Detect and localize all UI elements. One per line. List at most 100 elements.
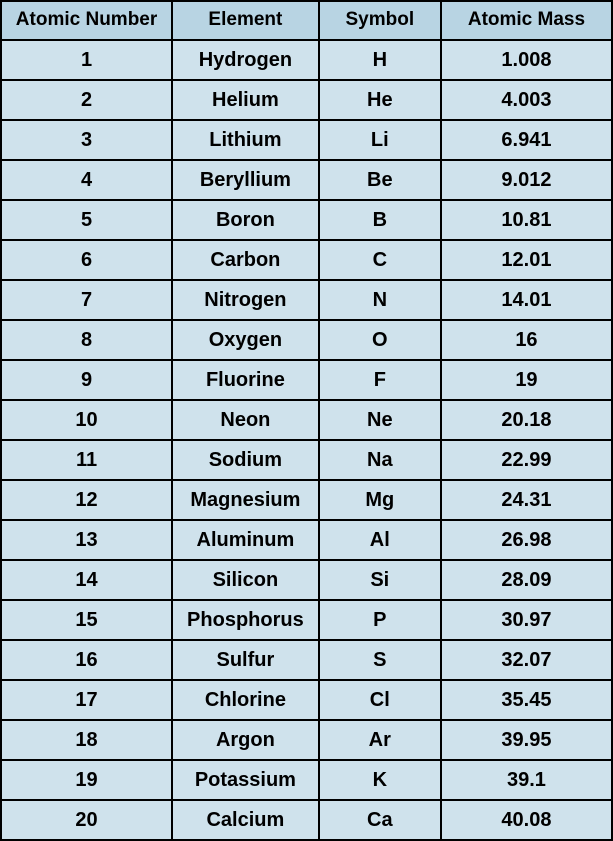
cell-element: Chlorine bbox=[172, 680, 319, 720]
cell-atomic-number: 13 bbox=[1, 520, 172, 560]
cell-symbol: Na bbox=[319, 440, 441, 480]
cell-element: Fluorine bbox=[172, 360, 319, 400]
cell-atomic-mass: 16 bbox=[441, 320, 612, 360]
table-row: 11SodiumNa22.99 bbox=[1, 440, 612, 480]
cell-symbol: K bbox=[319, 760, 441, 800]
table-row: 2HeliumHe4.003 bbox=[1, 80, 612, 120]
cell-atomic-mass: 22.99 bbox=[441, 440, 612, 480]
cell-atomic-number: 20 bbox=[1, 800, 172, 840]
cell-element: Beryllium bbox=[172, 160, 319, 200]
cell-atomic-mass: 9.012 bbox=[441, 160, 612, 200]
cell-atomic-number: 11 bbox=[1, 440, 172, 480]
cell-element: Hydrogen bbox=[172, 40, 319, 80]
cell-symbol: P bbox=[319, 600, 441, 640]
cell-atomic-mass: 39.95 bbox=[441, 720, 612, 760]
cell-element: Argon bbox=[172, 720, 319, 760]
cell-element: Potassium bbox=[172, 760, 319, 800]
cell-atomic-number: 7 bbox=[1, 280, 172, 320]
cell-element: Silicon bbox=[172, 560, 319, 600]
cell-atomic-number: 17 bbox=[1, 680, 172, 720]
cell-symbol: Ar bbox=[319, 720, 441, 760]
cell-atomic-number: 14 bbox=[1, 560, 172, 600]
cell-atomic-mass: 6.941 bbox=[441, 120, 612, 160]
table-row: 5BoronB10.81 bbox=[1, 200, 612, 240]
table-row: 19PotassiumK39.1 bbox=[1, 760, 612, 800]
cell-atomic-mass: 20.18 bbox=[441, 400, 612, 440]
cell-atomic-number: 2 bbox=[1, 80, 172, 120]
elements-table: Atomic Number Element Symbol Atomic Mass… bbox=[0, 0, 613, 841]
cell-atomic-mass: 14.01 bbox=[441, 280, 612, 320]
cell-atomic-mass: 4.003 bbox=[441, 80, 612, 120]
cell-symbol: H bbox=[319, 40, 441, 80]
cell-symbol: O bbox=[319, 320, 441, 360]
cell-symbol: Ne bbox=[319, 400, 441, 440]
cell-element: Sulfur bbox=[172, 640, 319, 680]
col-atomic-number: Atomic Number bbox=[1, 1, 172, 40]
cell-element: Boron bbox=[172, 200, 319, 240]
cell-element: Magnesium bbox=[172, 480, 319, 520]
cell-atomic-mass: 40.08 bbox=[441, 800, 612, 840]
cell-atomic-mass: 10.81 bbox=[441, 200, 612, 240]
table-row: 7NitrogenN14.01 bbox=[1, 280, 612, 320]
table-header-row: Atomic Number Element Symbol Atomic Mass bbox=[1, 1, 612, 40]
col-element: Element bbox=[172, 1, 319, 40]
cell-symbol: S bbox=[319, 640, 441, 680]
table-row: 3LithiumLi6.941 bbox=[1, 120, 612, 160]
cell-element: Phosphorus bbox=[172, 600, 319, 640]
table-row: 10NeonNe20.18 bbox=[1, 400, 612, 440]
table-row: 12MagnesiumMg24.31 bbox=[1, 480, 612, 520]
cell-atomic-mass: 30.97 bbox=[441, 600, 612, 640]
cell-atomic-mass: 24.31 bbox=[441, 480, 612, 520]
cell-symbol: Be bbox=[319, 160, 441, 200]
cell-element: Sodium bbox=[172, 440, 319, 480]
table-row: 20CalciumCa40.08 bbox=[1, 800, 612, 840]
cell-symbol: N bbox=[319, 280, 441, 320]
cell-atomic-number: 4 bbox=[1, 160, 172, 200]
cell-atomic-number: 3 bbox=[1, 120, 172, 160]
table-row: 18ArgonAr39.95 bbox=[1, 720, 612, 760]
cell-element: Carbon bbox=[172, 240, 319, 280]
cell-symbol: Ca bbox=[319, 800, 441, 840]
cell-atomic-number: 15 bbox=[1, 600, 172, 640]
cell-atomic-mass: 1.008 bbox=[441, 40, 612, 80]
table-row: 4BerylliumBe9.012 bbox=[1, 160, 612, 200]
cell-symbol: Al bbox=[319, 520, 441, 560]
cell-atomic-number: 9 bbox=[1, 360, 172, 400]
col-symbol: Symbol bbox=[319, 1, 441, 40]
table-row: 16SulfurS32.07 bbox=[1, 640, 612, 680]
cell-element: Oxygen bbox=[172, 320, 319, 360]
cell-symbol: F bbox=[319, 360, 441, 400]
cell-element: Neon bbox=[172, 400, 319, 440]
table-body: 1HydrogenH1.008 2HeliumHe4.003 3LithiumL… bbox=[1, 40, 612, 840]
cell-atomic-mass: 39.1 bbox=[441, 760, 612, 800]
cell-symbol: Li bbox=[319, 120, 441, 160]
table-row: 1HydrogenH1.008 bbox=[1, 40, 612, 80]
table-row: 14SiliconSi28.09 bbox=[1, 560, 612, 600]
cell-element: Lithium bbox=[172, 120, 319, 160]
cell-atomic-mass: 19 bbox=[441, 360, 612, 400]
cell-atomic-number: 18 bbox=[1, 720, 172, 760]
cell-symbol: He bbox=[319, 80, 441, 120]
cell-atomic-mass: 32.07 bbox=[441, 640, 612, 680]
table-row: 13AluminumAl26.98 bbox=[1, 520, 612, 560]
col-atomic-mass: Atomic Mass bbox=[441, 1, 612, 40]
table-row: 15PhosphorusP30.97 bbox=[1, 600, 612, 640]
table-row: 6CarbonC12.01 bbox=[1, 240, 612, 280]
table-row: 17ChlorineCl35.45 bbox=[1, 680, 612, 720]
cell-symbol: Mg bbox=[319, 480, 441, 520]
cell-atomic-mass: 12.01 bbox=[441, 240, 612, 280]
cell-element: Aluminum bbox=[172, 520, 319, 560]
cell-symbol: Cl bbox=[319, 680, 441, 720]
cell-symbol: B bbox=[319, 200, 441, 240]
cell-element: Nitrogen bbox=[172, 280, 319, 320]
cell-symbol: C bbox=[319, 240, 441, 280]
cell-atomic-number: 6 bbox=[1, 240, 172, 280]
cell-atomic-number: 16 bbox=[1, 640, 172, 680]
cell-atomic-number: 1 bbox=[1, 40, 172, 80]
cell-atomic-number: 5 bbox=[1, 200, 172, 240]
cell-atomic-mass: 35.45 bbox=[441, 680, 612, 720]
cell-atomic-number: 10 bbox=[1, 400, 172, 440]
cell-atomic-mass: 28.09 bbox=[441, 560, 612, 600]
cell-element: Helium bbox=[172, 80, 319, 120]
cell-atomic-mass: 26.98 bbox=[441, 520, 612, 560]
